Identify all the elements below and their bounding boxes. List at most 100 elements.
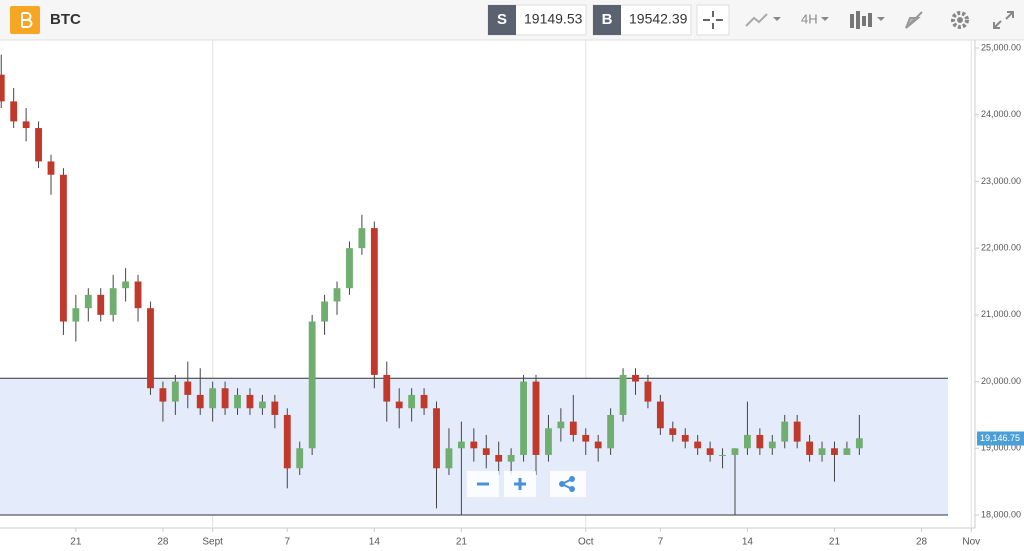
share[interactable] (550, 471, 586, 497)
candle-body (781, 421, 789, 442)
settings-hub (957, 17, 963, 23)
x-tick-label: Nov (962, 537, 980, 548)
candle-body (793, 421, 801, 442)
candle-body (134, 281, 142, 309)
y-tick-label: 24,000.00 (981, 109, 1021, 119)
y-tick-label: 23,000.00 (981, 176, 1021, 186)
candle-body (681, 434, 689, 442)
candle-body (333, 288, 341, 302)
y-tick-label: 22,000.00 (981, 243, 1021, 253)
candle-body (122, 281, 130, 289)
settings-icon[interactable] (951, 11, 969, 29)
candle-body (594, 441, 602, 449)
chart-type-icon[interactable] (745, 13, 768, 27)
buy-label: B (602, 11, 613, 28)
candle-body (719, 454, 726, 456)
candle-body (756, 434, 764, 449)
candle-body (22, 121, 30, 129)
btc-glyph (21, 12, 33, 28)
candle-body (159, 388, 167, 402)
x-tick-label: 7 (284, 537, 290, 548)
interval[interactable]: 4H (801, 11, 818, 26)
draw-icon[interactable] (905, 11, 923, 29)
candle-body (520, 381, 527, 455)
candle-body (470, 441, 478, 449)
x-tick-label: Oct (578, 537, 594, 548)
candle-body (308, 321, 316, 449)
last-price-tag (977, 431, 1024, 446)
x-tick-label: 7 (658, 537, 664, 548)
candle-body (532, 381, 540, 455)
candle-body (221, 388, 229, 409)
candle-body (97, 294, 105, 315)
x-tick-label: 21 (829, 537, 841, 548)
candle-body (806, 441, 814, 455)
x-tick-label: Sept (202, 537, 223, 548)
candle-body (694, 441, 702, 449)
candle-body (358, 228, 366, 249)
candle-body (234, 394, 241, 409)
candle-body (283, 414, 291, 469)
buy-price: 19542.39 (629, 11, 688, 27)
plus-icon (514, 478, 526, 490)
y-tick-label: 20,000.00 (981, 376, 1021, 386)
share-dot (569, 476, 575, 482)
x-tick-label: 28 (157, 537, 169, 548)
x-tick-label: 21 (456, 537, 468, 548)
candle-body (569, 421, 577, 435)
crosshair-button[interactable] (696, 4, 730, 36)
candle-body (395, 401, 403, 409)
candle-body (656, 401, 664, 429)
candle-body (196, 394, 204, 409)
candle-body (10, 101, 18, 122)
candle-body (557, 421, 565, 429)
share-dot (569, 486, 575, 492)
candle-body (433, 408, 440, 469)
candle-body (35, 128, 42, 162)
x-tick-label: 21 (70, 537, 82, 548)
candle-body (184, 381, 192, 395)
candle-body (545, 428, 552, 455)
candle-body (843, 448, 851, 455)
sell-price: 19149.53 (524, 11, 583, 27)
candle-body (619, 374, 627, 415)
candle-body (507, 454, 515, 462)
candle-body (445, 448, 453, 469)
candle-body (109, 288, 117, 315)
candle-body (72, 308, 80, 322)
candle-body (457, 441, 465, 449)
candle-body (644, 381, 652, 402)
collapse-icon[interactable] (993, 11, 1014, 29)
candle-body (171, 381, 179, 402)
candles-icon[interactable] (850, 11, 872, 29)
candle-body (0, 74, 5, 102)
candle-body (271, 401, 279, 415)
x-tick-label: 14 (742, 537, 754, 548)
caret (821, 17, 829, 21)
candle-body (246, 394, 254, 409)
candle-body (60, 174, 67, 322)
candle-body (258, 401, 266, 409)
candle-body (669, 428, 677, 435)
candle-body (408, 394, 416, 409)
last-price-label: 19,146.75 (980, 433, 1020, 443)
symbol: BTC (50, 11, 81, 28)
y-tick-label: 21,000.00 (981, 309, 1021, 319)
sell-label: S (497, 11, 507, 28)
candle-body (768, 441, 776, 449)
y-tick-label: 25,000.00 (981, 42, 1021, 52)
candle-body (632, 374, 639, 382)
candle-body (607, 414, 615, 449)
candle-body (855, 438, 863, 449)
candle-body (482, 448, 490, 455)
candle-body (706, 448, 714, 455)
candle-body (346, 248, 353, 289)
candle-body (383, 374, 391, 402)
candle-body (582, 434, 590, 442)
caret (877, 17, 885, 21)
candle-body (495, 454, 503, 462)
y-tick-label: 18,000.00 (981, 509, 1021, 519)
candle-body (743, 434, 751, 449)
candle-body (321, 301, 329, 322)
